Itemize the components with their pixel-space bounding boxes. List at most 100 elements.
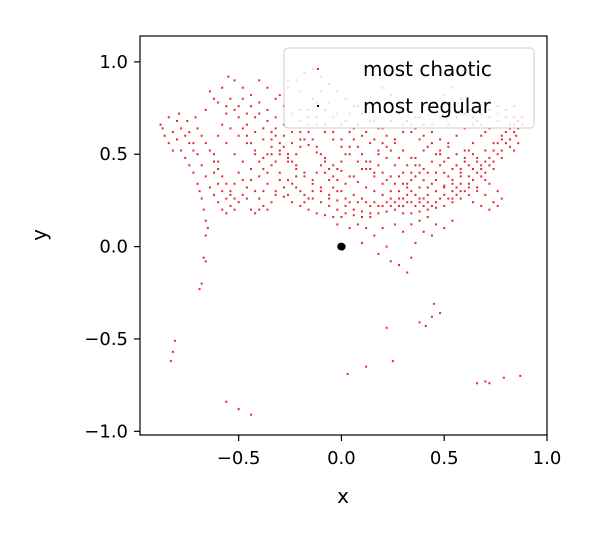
chaotic-point xyxy=(430,315,433,318)
chaotic-point xyxy=(254,190,257,193)
chaotic-point xyxy=(439,138,442,141)
chaotic-point xyxy=(291,131,294,134)
chaotic-point xyxy=(393,164,396,167)
chaotic-point xyxy=(430,160,433,163)
chaotic-point xyxy=(204,108,207,111)
chaotic-point xyxy=(418,138,421,141)
chaotic-point xyxy=(472,142,474,145)
legend-marker-most-regular xyxy=(317,105,319,107)
chaotic-point xyxy=(414,175,417,178)
chaotic-point xyxy=(410,256,413,259)
chaotic-point xyxy=(430,182,433,185)
chaotic-point xyxy=(159,123,162,126)
chaotic-point xyxy=(443,160,446,163)
chaotic-point xyxy=(451,168,454,170)
chaotic-point xyxy=(274,116,277,119)
chaotic-point xyxy=(180,149,183,152)
chaotic-point xyxy=(315,145,318,148)
chaotic-point xyxy=(365,168,368,170)
chaotic-point xyxy=(274,160,277,163)
chaotic-point xyxy=(410,131,413,134)
chaotic-point xyxy=(274,127,277,130)
chaotic-point xyxy=(241,127,244,130)
chaotic-point xyxy=(402,149,405,152)
chaotic-point xyxy=(439,164,442,167)
chaotic-point xyxy=(389,197,392,200)
chaotic-point xyxy=(480,175,483,178)
chaotic-point xyxy=(443,171,446,174)
y-tick-label: 0.5 xyxy=(99,144,128,165)
chaotic-point xyxy=(299,204,302,207)
chaotic-point xyxy=(340,145,343,148)
chaotic-point xyxy=(202,208,205,211)
chaotic-point xyxy=(250,179,252,182)
chaotic-point xyxy=(459,190,462,193)
chaotic-point xyxy=(435,171,437,174)
chaotic-point xyxy=(291,160,294,163)
chaotic-point xyxy=(344,204,347,207)
chaotic-point xyxy=(406,182,409,185)
chaotic-point xyxy=(451,219,454,222)
chaotic-point xyxy=(217,201,220,204)
chaotic-point xyxy=(443,204,446,207)
chaotic-point xyxy=(241,179,244,182)
chaotic-point xyxy=(463,190,466,193)
chaotic-point xyxy=(282,195,285,198)
x-axis-ticks: −0.5 0.0 0.5 1.0 xyxy=(217,435,561,469)
chaotic-point xyxy=(202,256,205,259)
chaotic-point xyxy=(496,204,499,207)
chaotic-point xyxy=(340,216,343,219)
chaotic-point xyxy=(455,153,458,156)
chaotic-point xyxy=(332,164,335,167)
chaotic-point xyxy=(229,190,232,193)
chaotic-point xyxy=(385,210,388,213)
chaotic-point xyxy=(381,171,384,174)
chaotic-point xyxy=(324,156,326,159)
chaotic-point xyxy=(233,108,236,111)
chaotic-point xyxy=(418,171,421,174)
chaotic-point xyxy=(266,153,269,156)
x-axis-label: x xyxy=(337,484,349,508)
chaotic-point xyxy=(463,160,466,163)
chaotic-point xyxy=(204,142,207,145)
chaotic-point xyxy=(217,134,220,137)
chaotic-point xyxy=(254,212,257,215)
chaotic-point xyxy=(488,182,491,185)
chaotic-point xyxy=(241,86,244,89)
chaotic-point xyxy=(426,171,429,174)
chaotic-point xyxy=(385,245,388,248)
chaotic-point xyxy=(307,208,310,211)
chaotic-point xyxy=(237,116,240,119)
chaotic-point xyxy=(414,241,417,244)
chaotic-point xyxy=(430,131,433,134)
chaotic-point xyxy=(509,145,511,148)
chaotic-point xyxy=(348,175,351,178)
chaotic-point xyxy=(311,197,314,200)
chaotic-point xyxy=(504,142,507,145)
chaotic-point xyxy=(467,186,470,189)
chaotic-point xyxy=(311,182,314,185)
chaotic-point xyxy=(467,193,470,196)
chaotic-point xyxy=(365,227,368,230)
chaotic-point xyxy=(391,360,394,363)
chaotic-point xyxy=(192,142,195,145)
chaotic-point xyxy=(492,149,495,152)
chaotic-point xyxy=(361,216,363,219)
chaotic-point xyxy=(410,223,413,226)
chaotic-point xyxy=(328,193,331,196)
chaotic-point xyxy=(418,164,421,167)
chaotic-point xyxy=(233,182,236,185)
chaotic-point xyxy=(173,339,176,342)
chaotic-point xyxy=(176,119,178,122)
chaotic-point xyxy=(402,131,405,134)
chaotic-point xyxy=(517,142,520,145)
chaotic-point xyxy=(418,201,421,204)
chaotic-point xyxy=(270,145,273,148)
chaotic-point xyxy=(233,208,236,211)
chaotic-point xyxy=(430,234,433,237)
chaotic-point xyxy=(352,208,355,211)
chaotic-point xyxy=(262,168,265,170)
chaotic-point xyxy=(369,168,372,170)
chaotic-point xyxy=(484,380,487,383)
chaotic-point xyxy=(221,190,224,193)
